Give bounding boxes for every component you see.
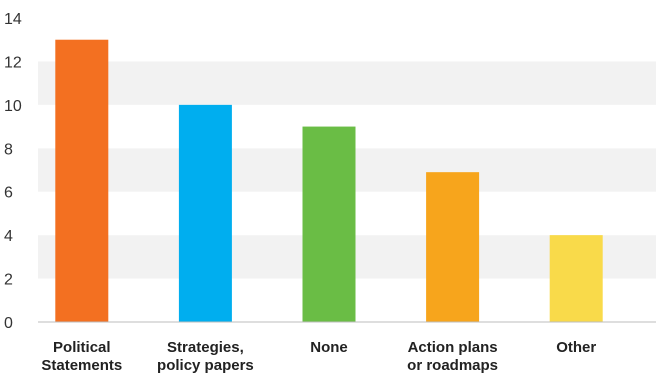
grid-band (38, 18, 656, 62)
x-tick-label: Strategies, policy papers (157, 339, 254, 374)
bar (549, 235, 603, 322)
bars (55, 39, 603, 322)
bar (426, 172, 480, 322)
y-tick-label: 0 (4, 315, 13, 332)
x-tick-label: Action plans or roadmaps (407, 339, 498, 374)
y-tick-label: 14 (4, 11, 22, 28)
y-axis-tick-labels: 0 2 4 6 8 10 12 14 (4, 11, 22, 332)
x-tick-label: Other (556, 339, 596, 356)
grid-band (38, 61, 656, 105)
x-tick-label: None (310, 339, 348, 356)
x-tick-label: Political Statements (41, 339, 122, 374)
y-tick-label: 10 (4, 98, 22, 115)
y-tick-label: 6 (4, 185, 13, 202)
bar (302, 126, 356, 322)
y-tick-label: 2 (4, 272, 13, 289)
x-axis-category-labels: Political Statements Strategies, policy pap… (41, 339, 596, 374)
y-tick-label: 12 (4, 54, 22, 71)
y-tick-label: 8 (4, 141, 13, 158)
bar (178, 104, 232, 322)
bar (55, 39, 109, 322)
y-tick-label: 4 (4, 228, 13, 245)
